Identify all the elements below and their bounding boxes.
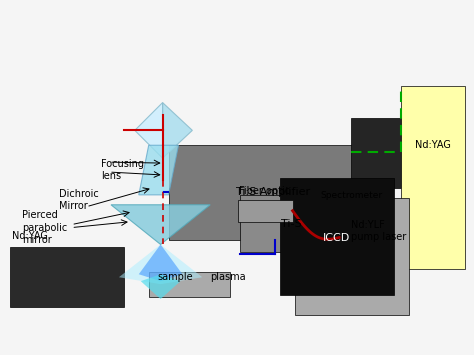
Polygon shape [111, 205, 210, 245]
Text: Focusing
lens: Focusing lens [101, 159, 144, 181]
Text: Nd:YAG: Nd:YAG [415, 140, 450, 150]
Bar [10, 247, 124, 307]
Text: Nd:YLF
pump laser: Nd:YLF pump laser [351, 220, 406, 242]
Polygon shape [139, 245, 182, 281]
Text: ICCD: ICCD [323, 233, 350, 242]
Text: Pierced
parabolic
mirror: Pierced parabolic mirror [22, 210, 67, 245]
Text: Ti-S: Ti-S [281, 219, 302, 229]
Bar [351, 119, 401, 188]
Polygon shape [139, 145, 179, 195]
Text: Spectrometer: Spectrometer [320, 191, 382, 200]
Polygon shape [141, 274, 181, 299]
Text: Fiber optic: Fiber optic [239, 186, 291, 196]
Text: plasma: plasma [210, 272, 246, 282]
Polygon shape [119, 245, 202, 284]
Polygon shape [163, 103, 192, 158]
Text: Dichroic
Mirror: Dichroic Mirror [59, 189, 99, 211]
Text: sample: sample [158, 272, 193, 282]
Bar [149, 272, 230, 297]
Bar [294, 198, 409, 315]
Text: Nd:YAG: Nd:YAG [12, 231, 48, 241]
Text: Ti:S Amplifier: Ti:S Amplifier [236, 187, 310, 197]
Bar [169, 145, 377, 240]
Polygon shape [135, 103, 163, 158]
Bar [401, 86, 465, 269]
Bar [280, 178, 394, 295]
Bar [238, 200, 292, 222]
Bar [240, 195, 344, 252]
